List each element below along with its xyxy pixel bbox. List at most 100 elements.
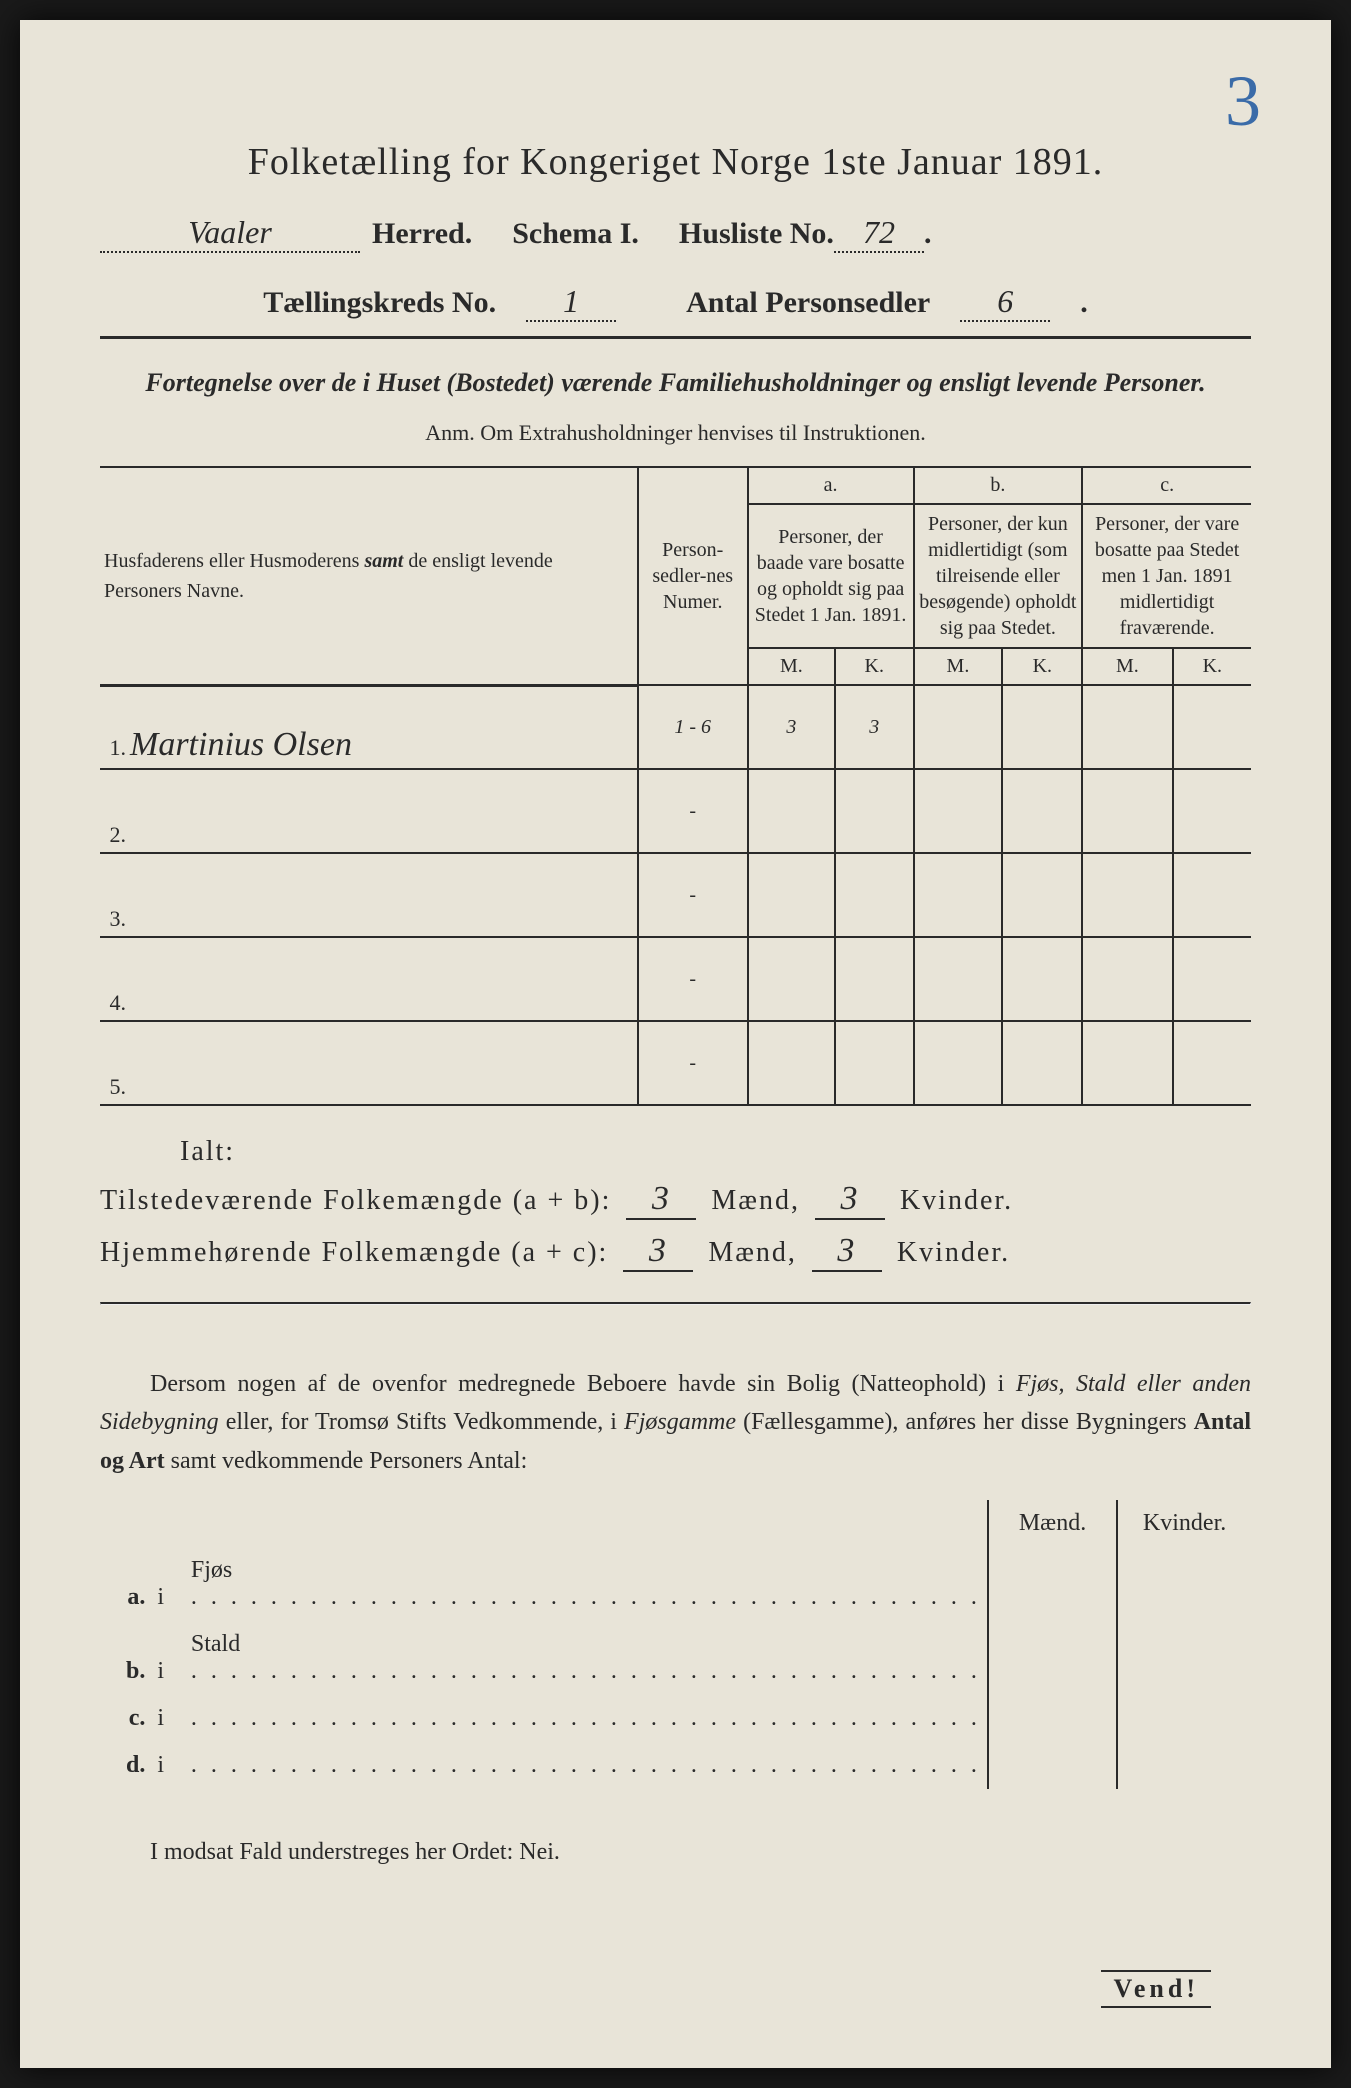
husliste-label: Husliste No. <box>679 217 834 251</box>
personsedler-value: 6 <box>960 283 1050 322</box>
c-k-value <box>1173 937 1251 1021</box>
a-m-value <box>748 769 835 853</box>
bygning-kvinder-head: Kvinder. <box>1117 1500 1251 1547</box>
a-k-value: 3 <box>835 685 913 769</box>
col-b-desc: Personer, der kun midlertidigt (som tilr… <box>914 504 1083 648</box>
herred-value: Vaaler <box>100 214 360 253</box>
a-k-value <box>835 1021 913 1105</box>
col-c-desc: Personer, der vare bosatte paa Stedet me… <box>1082 504 1251 648</box>
b-m-value <box>914 769 1003 853</box>
ialt-label: Ialt: <box>180 1136 1251 1168</box>
divider-rule <box>100 1302 1251 1305</box>
table-row: 1.Martinius Olsen1 - 633 <box>100 685 1251 769</box>
totals-row-1: Tilstedeværende Folkemængde (a + b): 3 M… <box>100 1180 1251 1220</box>
header-row-1: Vaaler Herred. Schema I. Husliste No. 72… <box>100 214 1251 253</box>
totals-block: Ialt: Tilstedeværende Folkemængde (a + b… <box>100 1136 1251 1272</box>
c-k-value <box>1173 685 1251 769</box>
bygning-row: d.i . . . . . . . . . . . . . . . . . . … <box>100 1742 1251 1789</box>
col-b-k: K. <box>1002 648 1082 685</box>
bygning-row: a.iFjøs . . . . . . . . . . . . . . . . … <box>100 1547 1251 1621</box>
bygning-i: i <box>151 1621 185 1695</box>
bygning-kvinder-val <box>1117 1621 1251 1695</box>
row-num: 4. <box>100 990 130 1016</box>
col-b-label: b. <box>914 467 1083 504</box>
col-c-m: M. <box>1082 648 1172 685</box>
b-k-value <box>1002 853 1082 937</box>
b-k-value <box>1002 1021 1082 1105</box>
bygning-i: i <box>151 1547 185 1621</box>
form-subtitle: Fortegnelse over de i Huset (Bostedet) v… <box>100 363 1251 402</box>
col-a-desc: Personer, der baade vare bosatte og opho… <box>748 504 914 648</box>
hjemme-m: 3 <box>623 1232 693 1272</box>
herred-label: Herred. <box>372 217 472 251</box>
a-m-value <box>748 1021 835 1105</box>
b-m-value <box>914 1021 1003 1105</box>
bygning-paragraph: Dersom nogen af de ovenfor medregnede Be… <box>100 1365 1251 1480</box>
bygning-type: Fjøs . . . . . . . . . . . . . . . . . .… <box>185 1547 988 1621</box>
header-rule <box>100 336 1251 339</box>
tilstede-m: 3 <box>626 1180 696 1220</box>
c-m-value <box>1082 937 1172 1021</box>
a-m-value <box>748 937 835 1021</box>
maend-label-1: Mænd, <box>711 1185 800 1216</box>
para-pre: Dersom nogen af de ovenfor medregnede Be… <box>150 1371 1016 1397</box>
row-num: 3. <box>100 906 130 932</box>
b-k-value <box>1002 937 1082 1021</box>
bygning-maend-val <box>988 1695 1117 1742</box>
a-k-value <box>835 853 913 937</box>
col-c-k: K. <box>1173 648 1251 685</box>
personsedler-label: Antal Personsedler <box>686 286 930 320</box>
kreds-label: Tællingskreds No. <box>263 286 496 320</box>
bygning-kvinder-val <box>1117 1547 1251 1621</box>
vend-label: Vend! <box>1101 1970 1211 2008</box>
maend-label-2: Mænd, <box>708 1237 797 1268</box>
col-header-sedler: Person-sedler-nes Numer. <box>638 467 748 685</box>
c-m-value <box>1082 853 1172 937</box>
a-k-value <box>835 937 913 1021</box>
census-table: Husfaderens eller Husmoderens samt de en… <box>100 466 1251 1106</box>
c-k-value <box>1173 1021 1251 1105</box>
sedler-value: - <box>638 853 748 937</box>
bygning-kvinder-val <box>1117 1695 1251 1742</box>
a-m-value <box>748 853 835 937</box>
sedler-value: 1 - 6 <box>638 685 748 769</box>
kreds-value: 1 <box>526 283 616 322</box>
bygning-label: d. <box>100 1742 151 1789</box>
bygning-i: i <box>151 1742 185 1789</box>
b-m-value <box>914 685 1003 769</box>
name-value: Martinius Olsen <box>130 726 637 764</box>
col-a-m: M. <box>748 648 835 685</box>
b-k-value <box>1002 769 1082 853</box>
bygning-table: Mænd. Kvinder. a.iFjøs . . . . . . . . .… <box>100 1500 1251 1789</box>
bygning-label: b. <box>100 1621 151 1695</box>
husliste-value: 72 <box>834 214 924 253</box>
table-row: 4.- <box>100 937 1251 1021</box>
sedler-value: - <box>638 1021 748 1105</box>
tilstede-k: 3 <box>815 1180 885 1220</box>
c-m-value <box>1082 685 1172 769</box>
bygning-type: . . . . . . . . . . . . . . . . . . . . … <box>185 1695 988 1742</box>
col-c-label: c. <box>1082 467 1251 504</box>
bygning-maend-val <box>988 1547 1117 1621</box>
table-row: 3. - <box>100 853 1251 937</box>
kvinder-label-1: Kvinder. <box>900 1185 1013 1216</box>
a-k-value <box>835 769 913 853</box>
census-form-page: 3 Folketælling for Kongeriget Norge 1ste… <box>20 20 1331 2068</box>
row-num: 5. <box>100 1074 130 1100</box>
hjemme-k: 3 <box>812 1232 882 1272</box>
table-row: 2.- <box>100 769 1251 853</box>
totals-row-2: Hjemmehørende Folkemængde (a + c): 3 Mæn… <box>100 1232 1251 1272</box>
col-a-label: a. <box>748 467 914 504</box>
row-num: 1. <box>100 735 130 761</box>
b-m-value <box>914 937 1003 1021</box>
b-m-value <box>914 853 1003 937</box>
a-m-value: 3 <box>748 685 835 769</box>
bygning-i: i <box>151 1695 185 1742</box>
bygning-maend-val <box>988 1621 1117 1695</box>
col-a-k: K. <box>835 648 913 685</box>
bygning-type: Stald . . . . . . . . . . . . . . . . . … <box>185 1621 988 1695</box>
col-b-m: M. <box>914 648 1003 685</box>
para-paren: (Fællesgamme), anføres her disse Bygning… <box>736 1409 1194 1435</box>
bygning-maend-head: Mænd. <box>988 1500 1117 1547</box>
col-header-names: Husfaderens eller Husmoderens samt de en… <box>100 467 638 685</box>
